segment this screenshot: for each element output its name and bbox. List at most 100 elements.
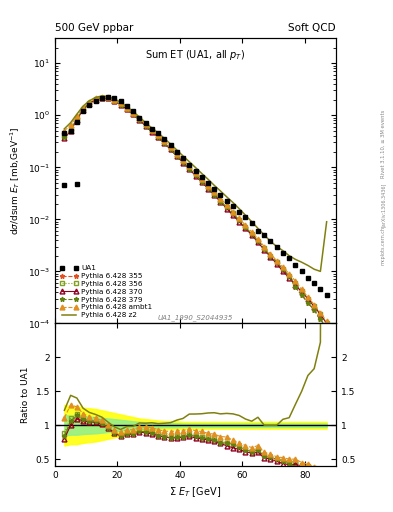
UA1 <box>299 268 304 274</box>
Pythia 6.428 370 <box>243 225 248 231</box>
Pythia 6.428 355 <box>237 218 242 224</box>
Pythia 6.428 z2 <box>125 103 129 110</box>
Pythia 6.428 379 <box>156 134 160 140</box>
Pythia 6.428 356 <box>137 116 142 122</box>
Pythia 6.428 355 <box>324 326 329 332</box>
Pythia 6.428 ambt1 <box>156 132 160 138</box>
UA1 <box>243 214 248 220</box>
Pythia 6.428 ambt1 <box>268 250 273 257</box>
Pythia 6.428 356 <box>112 98 117 104</box>
Pythia 6.428 370 <box>99 95 104 101</box>
Pythia 6.428 z2 <box>237 206 242 212</box>
Pythia 6.428 379 <box>306 300 310 306</box>
Pythia 6.428 370 <box>262 247 266 253</box>
Pythia 6.428 355 <box>87 100 92 106</box>
Pythia 6.428 z2 <box>206 176 210 182</box>
Pythia 6.428 379 <box>237 218 242 224</box>
Pythia 6.428 379 <box>324 326 329 332</box>
Pythia 6.428 370 <box>193 173 198 179</box>
Pythia 6.428 ambt1 <box>62 128 67 134</box>
Pythia 6.428 370 <box>287 275 292 281</box>
Pythia 6.428 356 <box>93 96 98 102</box>
Pythia 6.428 370 <box>143 123 148 129</box>
Y-axis label: Ratio to UA1: Ratio to UA1 <box>21 367 30 423</box>
Pythia 6.428 370 <box>162 140 167 146</box>
Pythia 6.428 ambt1 <box>318 310 323 316</box>
Pythia 6.428 355 <box>199 179 204 185</box>
Pythia 6.428 356 <box>231 210 235 217</box>
Pythia 6.428 379 <box>162 140 167 146</box>
Pythia 6.428 379 <box>262 246 266 252</box>
Pythia 6.428 379 <box>218 199 223 205</box>
UA1 <box>324 292 329 298</box>
Pythia 6.428 356 <box>62 133 67 139</box>
Pythia 6.428 ambt1 <box>224 202 229 208</box>
X-axis label: $\Sigma$ $E_T$ [GeV]: $\Sigma$ $E_T$ [GeV] <box>169 485 222 499</box>
Pythia 6.428 ambt1 <box>181 157 185 163</box>
Text: UA1_1990_S2044935: UA1_1990_S2044935 <box>158 314 233 321</box>
Line: Pythia 6.428 356: Pythia 6.428 356 <box>62 96 329 326</box>
Pythia 6.428 ambt1 <box>243 222 248 228</box>
UA1 <box>81 108 86 114</box>
UA1 <box>93 98 98 104</box>
Pythia 6.428 ambt1 <box>262 244 266 250</box>
Pythia 6.428 370 <box>106 95 110 101</box>
UA1 <box>112 95 117 101</box>
Pythia 6.428 ambt1 <box>112 97 117 103</box>
Pythia 6.428 379 <box>149 129 154 135</box>
Pythia 6.428 ambt1 <box>68 122 73 128</box>
Pythia 6.428 ambt1 <box>168 144 173 150</box>
Text: Sum ET (UA1, all $p_T$): Sum ET (UA1, all $p_T$) <box>145 48 246 62</box>
Pythia 6.428 379 <box>299 292 304 298</box>
Pythia 6.428 z2 <box>87 98 92 104</box>
Text: 500 GeV ppbar: 500 GeV ppbar <box>55 23 133 33</box>
Pythia 6.428 356 <box>168 146 173 152</box>
UA1 <box>137 115 142 121</box>
Pythia 6.428 379 <box>231 210 235 217</box>
Pythia 6.428 355 <box>212 191 217 198</box>
Pythia 6.428 ambt1 <box>187 163 192 169</box>
Pythia 6.428 379 <box>250 231 254 237</box>
Pythia 6.428 ambt1 <box>99 94 104 100</box>
Pythia 6.428 z2 <box>281 248 285 254</box>
Pythia 6.428 356 <box>131 111 136 117</box>
UA1 <box>87 101 92 108</box>
UA1 <box>237 209 242 215</box>
Pythia 6.428 370 <box>212 192 217 198</box>
UA1 <box>149 126 154 132</box>
Pythia 6.428 z2 <box>193 164 198 170</box>
Pythia 6.428 355 <box>306 300 310 306</box>
Pythia 6.428 370 <box>293 282 298 288</box>
Pythia 6.428 z2 <box>81 103 86 109</box>
Pythia 6.428 ambt1 <box>293 278 298 284</box>
Pythia 6.428 379 <box>112 98 117 104</box>
UA1 <box>181 155 185 161</box>
Pythia 6.428 379 <box>206 185 210 191</box>
Pythia 6.428 ambt1 <box>106 94 110 100</box>
Y-axis label: d$\sigma$/dsum $E_T$ [mb,GeV$^{-1}$]: d$\sigma$/dsum $E_T$ [mb,GeV$^{-1}$] <box>8 126 22 235</box>
UA1 <box>187 162 192 168</box>
Pythia 6.428 379 <box>62 134 67 140</box>
UA1 <box>199 174 204 180</box>
Pythia 6.428 370 <box>255 239 260 245</box>
Pythia 6.428 356 <box>99 95 104 101</box>
Pythia 6.428 356 <box>255 238 260 244</box>
Pythia 6.428 356 <box>193 172 198 178</box>
Pythia 6.428 ambt1 <box>287 271 292 277</box>
Pythia 6.428 ambt1 <box>174 151 179 157</box>
Pythia 6.428 379 <box>193 172 198 178</box>
Pythia 6.428 356 <box>206 184 210 190</box>
Pythia 6.428 z2 <box>199 170 204 177</box>
Pythia 6.428 355 <box>68 127 73 133</box>
Pythia 6.428 356 <box>156 134 160 140</box>
Line: Pythia 6.428 z2: Pythia 6.428 z2 <box>64 96 327 271</box>
UA1 <box>281 249 285 255</box>
Pythia 6.428 356 <box>268 252 273 259</box>
Pythia 6.428 355 <box>106 95 110 101</box>
Pythia 6.428 379 <box>312 307 316 313</box>
Pythia 6.428 355 <box>112 98 117 104</box>
Pythia 6.428 z2 <box>312 266 316 272</box>
Pythia 6.428 ambt1 <box>199 176 204 182</box>
UA1 <box>106 94 110 100</box>
UA1 <box>143 120 148 126</box>
